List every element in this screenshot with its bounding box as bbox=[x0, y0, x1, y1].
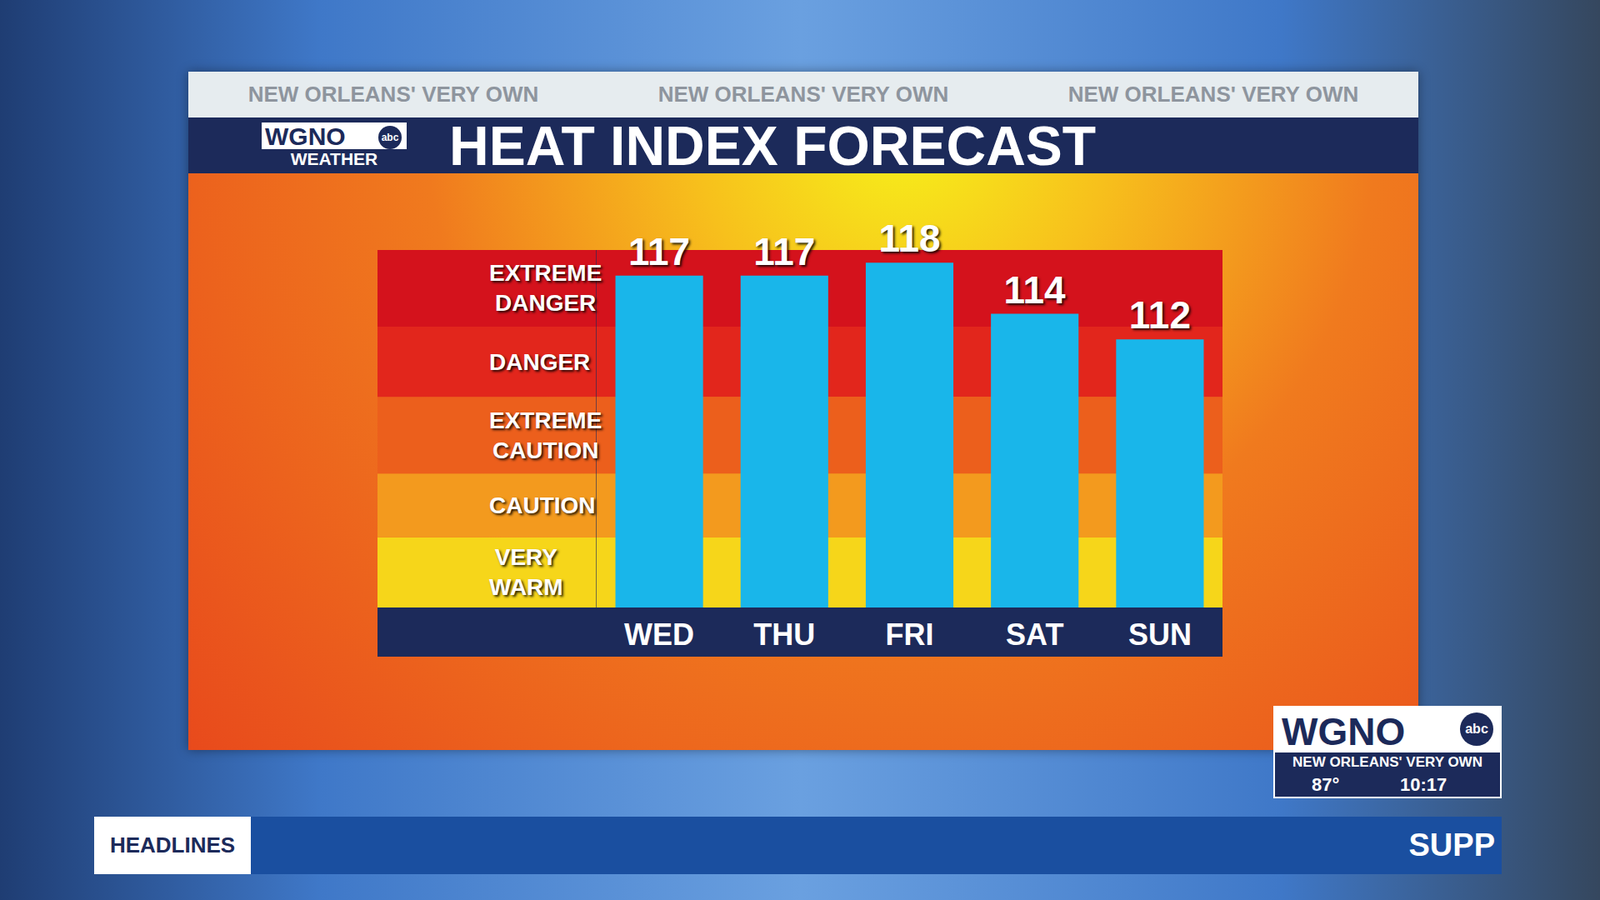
html-text:NEW ORLEANS' VERY OWN: NEW ORLEANS' VERY OWN bbox=[1068, 81, 1359, 107]
html-text:HEAT INDEX FORECAST: HEAT INDEX FORECAST bbox=[449, 115, 1096, 177]
svg-text:112: 112 bbox=[1129, 293, 1191, 337]
svg-text:114: 114 bbox=[1003, 268, 1066, 312]
svg-text:EXTREMECAUTION: EXTREMECAUTION bbox=[489, 407, 602, 464]
svg-text:118: 118 bbox=[878, 216, 940, 260]
svg-text:CAUTION: CAUTION bbox=[489, 492, 596, 519]
html-text:WEATHER: WEATHER bbox=[290, 149, 378, 169]
html-text:SUPP: SUPP bbox=[1408, 827, 1495, 863]
html-text:NEW ORLEANS' VERY OWN: NEW ORLEANS' VERY OWN bbox=[248, 81, 539, 107]
svg-text:DANGER: DANGER bbox=[489, 349, 590, 375]
svg-text:SAT: SAT bbox=[1005, 617, 1064, 652]
svg-text:THU: THU bbox=[753, 617, 815, 652]
svg-text:117: 117 bbox=[753, 230, 815, 274]
html-text:NEW ORLEANS' VERY OWN: NEW ORLEANS' VERY OWN bbox=[1292, 754, 1483, 770]
html-text:87°: 87° bbox=[1311, 774, 1340, 795]
svg-text:FRI: FRI bbox=[885, 617, 935, 652]
svg-text:SUN: SUN bbox=[1128, 617, 1192, 652]
html-text:WGNO: WGNO bbox=[265, 122, 346, 150]
svg-text:WED: WED bbox=[624, 617, 695, 652]
html-text:NEW ORLEANS' VERY OWN: NEW ORLEANS' VERY OWN bbox=[658, 81, 949, 107]
svg-text:EXTREMEDANGER: EXTREMEDANGER bbox=[489, 260, 602, 316]
html-text:WGNO: WGNO bbox=[1281, 710, 1406, 754]
html-text:abc: abc bbox=[1465, 721, 1489, 736]
html-text:abc: abc bbox=[381, 131, 399, 144]
html-text:HEADLINES: HEADLINES bbox=[109, 832, 236, 858]
svg-text:117: 117 bbox=[628, 230, 690, 274]
svg-text:VERYWARM: VERYWARM bbox=[489, 544, 564, 600]
html-text:10:17: 10:17 bbox=[1400, 774, 1447, 795]
